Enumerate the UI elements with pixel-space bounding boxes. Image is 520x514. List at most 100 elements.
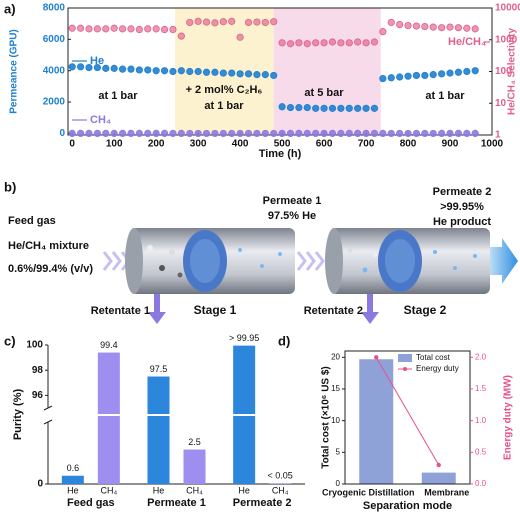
data-point bbox=[76, 24, 85, 32]
y-tick-label: 20 bbox=[331, 352, 340, 361]
feed-label: Feed gas bbox=[8, 215, 56, 227]
y2-tick-label: 1.5 bbox=[475, 384, 487, 393]
annotation: at 1 bar bbox=[98, 90, 138, 102]
data-point bbox=[429, 129, 437, 138]
data-point bbox=[261, 18, 269, 27]
annotation: at 1 bar bbox=[204, 100, 244, 112]
data-point bbox=[219, 18, 227, 26]
product-arrow bbox=[490, 238, 518, 284]
data-point bbox=[152, 129, 160, 138]
data-point bbox=[270, 71, 278, 80]
data-point bbox=[68, 24, 76, 32]
data-point bbox=[202, 129, 211, 138]
bar bbox=[97, 352, 120, 484]
data-point bbox=[85, 25, 93, 33]
data-point bbox=[253, 18, 261, 26]
line-marker bbox=[436, 462, 441, 468]
series-label: He/CH₄ bbox=[448, 36, 486, 48]
data-point bbox=[110, 64, 118, 72]
retentate-label: Retentate 1 bbox=[91, 305, 150, 317]
data-point bbox=[320, 39, 328, 47]
data-point bbox=[244, 18, 253, 27]
x-tick-label: 100 bbox=[106, 139, 123, 150]
x-tick-label: Membrane bbox=[424, 487, 469, 497]
data-point bbox=[387, 129, 395, 138]
data-point bbox=[102, 64, 110, 72]
y2-tick-label: 10 bbox=[495, 98, 507, 109]
panel-label: b) bbox=[4, 179, 16, 194]
legend-swatch bbox=[403, 367, 407, 371]
data-point bbox=[286, 103, 295, 112]
data-point bbox=[471, 25, 479, 33]
data-point bbox=[454, 68, 463, 76]
data-point bbox=[186, 67, 194, 76]
data-point bbox=[303, 40, 311, 48]
data-point bbox=[303, 129, 311, 138]
value-label: 99.4 bbox=[100, 340, 118, 350]
data-point bbox=[379, 129, 387, 138]
data-point bbox=[135, 66, 143, 74]
data-point bbox=[68, 129, 76, 138]
line-marker bbox=[374, 355, 379, 360]
data-point bbox=[396, 129, 404, 138]
annotation: at 1 bar bbox=[425, 90, 465, 102]
data-point bbox=[93, 129, 101, 138]
data-point bbox=[446, 129, 454, 138]
x-tick-label: 700 bbox=[358, 139, 375, 150]
data-point bbox=[396, 73, 404, 81]
data-point bbox=[228, 129, 236, 138]
annotation: + 2 mol% C₂H₆ bbox=[186, 84, 263, 96]
data-point bbox=[228, 69, 236, 77]
x-axis-label: Time (h) bbox=[259, 148, 302, 160]
data-point bbox=[236, 70, 244, 78]
data-point bbox=[337, 129, 345, 138]
data-point bbox=[412, 71, 421, 80]
data-point bbox=[303, 103, 311, 112]
data-point bbox=[471, 67, 479, 75]
data-point bbox=[160, 129, 169, 138]
data-point bbox=[261, 129, 269, 138]
x-tick-label: 500 bbox=[274, 139, 291, 150]
data-point bbox=[320, 129, 328, 138]
y2-tick-label: 0.5 bbox=[475, 447, 487, 456]
retentate-label: Retentate 2 bbox=[304, 305, 363, 317]
data-point bbox=[118, 25, 127, 33]
data-point bbox=[354, 104, 362, 112]
data-point bbox=[202, 68, 211, 76]
data-point bbox=[160, 67, 169, 75]
data-point bbox=[295, 103, 303, 112]
data-point bbox=[169, 25, 177, 34]
data-point bbox=[454, 129, 463, 138]
data-point bbox=[438, 70, 446, 78]
data-point bbox=[144, 129, 152, 138]
data-point bbox=[169, 67, 177, 76]
y-tick-label: 6000 bbox=[43, 34, 66, 45]
data-point bbox=[102, 129, 110, 138]
data-point bbox=[320, 104, 328, 112]
y-tick-label: 4000 bbox=[43, 65, 66, 76]
data-point bbox=[144, 66, 152, 74]
data-point bbox=[219, 129, 227, 138]
data-point bbox=[261, 71, 269, 79]
bar bbox=[147, 376, 170, 484]
data-point bbox=[421, 71, 429, 80]
legend-swatch bbox=[398, 354, 412, 362]
data-point bbox=[387, 74, 395, 82]
value-label: 2.5 bbox=[188, 437, 201, 447]
data-point bbox=[194, 17, 202, 25]
y-tick-label: 15 bbox=[331, 384, 340, 393]
data-point bbox=[370, 104, 379, 112]
stage-label: Stage 1 bbox=[194, 303, 237, 317]
group-label: Permeate 2 bbox=[233, 497, 292, 509]
x-tick-label: 600 bbox=[316, 139, 333, 150]
bar bbox=[61, 475, 84, 484]
data-point bbox=[110, 129, 118, 138]
data-point bbox=[278, 129, 286, 138]
legend-label: Total cost bbox=[416, 353, 451, 362]
bar bbox=[359, 359, 394, 484]
data-point bbox=[102, 25, 110, 33]
data-point bbox=[412, 129, 421, 138]
y-axis-label: Total cost (×10⁶ US $) bbox=[321, 366, 332, 469]
bar bbox=[269, 483, 292, 484]
